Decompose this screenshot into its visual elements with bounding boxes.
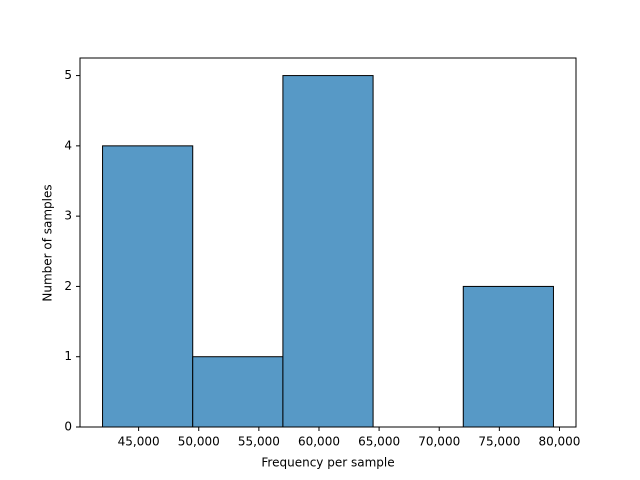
x-tick-label: 45,000 — [118, 435, 160, 449]
x-tick-label: 55,000 — [238, 435, 280, 449]
x-tick-label: 75,000 — [478, 435, 520, 449]
plot-frame — [79, 57, 577, 428]
y-tick-label: 5 — [64, 68, 72, 82]
y-tick-label: 3 — [64, 209, 72, 223]
y-axis-label: Number of samples — [41, 184, 55, 301]
y-tick-label: 0 — [64, 420, 72, 434]
x-tick-label: 50,000 — [178, 435, 220, 449]
x-tick-label: 80,000 — [538, 435, 580, 449]
x-axis-label: Frequency per sample — [261, 456, 394, 470]
x-tick-label: 60,000 — [298, 435, 340, 449]
y-tick-label: 4 — [64, 138, 72, 152]
bar — [192, 356, 284, 428]
bar — [462, 285, 554, 428]
bar — [102, 145, 194, 428]
x-tick-label: 70,000 — [418, 435, 460, 449]
x-tick-label: 65,000 — [358, 435, 400, 449]
bar — [282, 75, 374, 428]
y-tick-label: 2 — [64, 279, 72, 293]
y-tick-label: 1 — [64, 349, 72, 363]
